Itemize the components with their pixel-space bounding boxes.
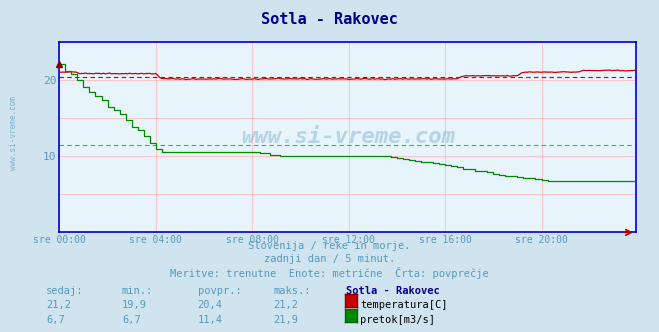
Text: 6,7: 6,7 bbox=[46, 315, 65, 325]
Text: pretok[m3/s]: pretok[m3/s] bbox=[360, 315, 436, 325]
Text: 20,4: 20,4 bbox=[198, 300, 223, 310]
Text: Sotla - Rakovec: Sotla - Rakovec bbox=[261, 12, 398, 27]
Text: 21,2: 21,2 bbox=[273, 300, 299, 310]
Text: 21,2: 21,2 bbox=[46, 300, 71, 310]
Text: zadnji dan / 5 minut.: zadnji dan / 5 minut. bbox=[264, 254, 395, 264]
Text: www.si-vreme.com: www.si-vreme.com bbox=[241, 127, 455, 147]
Text: Sotla - Rakovec: Sotla - Rakovec bbox=[346, 286, 440, 295]
Text: Slovenija / reke in morje.: Slovenija / reke in morje. bbox=[248, 241, 411, 251]
Text: Meritve: trenutne  Enote: metrične  Črta: povprečje: Meritve: trenutne Enote: metrične Črta: … bbox=[170, 267, 489, 279]
Text: 21,9: 21,9 bbox=[273, 315, 299, 325]
Text: temperatura[C]: temperatura[C] bbox=[360, 300, 448, 310]
Text: 11,4: 11,4 bbox=[198, 315, 223, 325]
Text: maks.:: maks.: bbox=[273, 286, 311, 295]
Text: sedaj:: sedaj: bbox=[46, 286, 84, 295]
Text: www.si-vreme.com: www.si-vreme.com bbox=[9, 96, 18, 170]
Text: 19,9: 19,9 bbox=[122, 300, 147, 310]
Text: povpr.:: povpr.: bbox=[198, 286, 241, 295]
Text: 6,7: 6,7 bbox=[122, 315, 140, 325]
Text: min.:: min.: bbox=[122, 286, 153, 295]
